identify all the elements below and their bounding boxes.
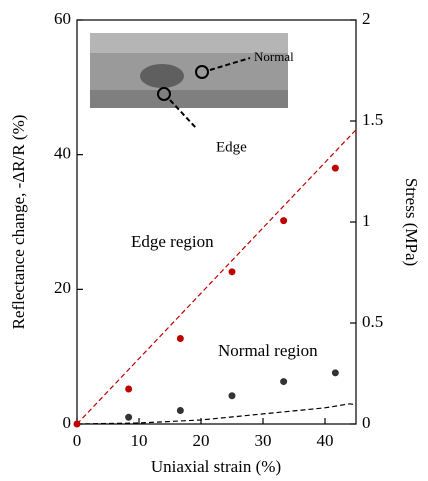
point bbox=[228, 268, 236, 276]
fit-line bbox=[76, 129, 357, 425]
y2-tick-label: 0 bbox=[362, 413, 371, 432]
y2-tick-label: 1 bbox=[362, 211, 371, 230]
x-tick-label: 30 bbox=[255, 431, 272, 450]
point bbox=[280, 378, 288, 386]
y-tick-label: 40 bbox=[54, 144, 71, 163]
point bbox=[280, 217, 288, 225]
inset-photo bbox=[90, 33, 288, 129]
x-tick-label: 20 bbox=[193, 431, 210, 450]
y-tick-label: 0 bbox=[63, 413, 72, 432]
point bbox=[73, 420, 81, 428]
stress-curve bbox=[76, 403, 357, 425]
point bbox=[331, 164, 339, 172]
inset-label: Normal bbox=[254, 49, 294, 64]
point bbox=[176, 407, 184, 415]
series-label: Edge region bbox=[131, 232, 214, 251]
x-tick-label: 0 bbox=[73, 431, 82, 450]
series-label: Normal region bbox=[218, 341, 318, 360]
y2-tick-label: 0.5 bbox=[362, 312, 383, 331]
x-tick-label: 40 bbox=[317, 431, 334, 450]
y-axis-label: Reflectance change, -ΔR/R (%) bbox=[9, 115, 28, 330]
point bbox=[228, 392, 236, 400]
x-tick-label: 10 bbox=[131, 431, 148, 450]
y-tick-label: 20 bbox=[54, 278, 71, 297]
point bbox=[125, 385, 133, 393]
x-axis-label: Uniaxial strain (%) bbox=[151, 457, 281, 476]
inset-label: Edge bbox=[216, 139, 247, 155]
y2-tick-label: 1.5 bbox=[362, 110, 383, 129]
point bbox=[125, 413, 133, 421]
y2-axis-label: Stress (MPa) bbox=[402, 178, 421, 266]
y-tick-label: 60 bbox=[54, 9, 71, 28]
point bbox=[176, 334, 184, 342]
point bbox=[331, 369, 339, 377]
y2-tick-label: 2 bbox=[362, 9, 371, 28]
